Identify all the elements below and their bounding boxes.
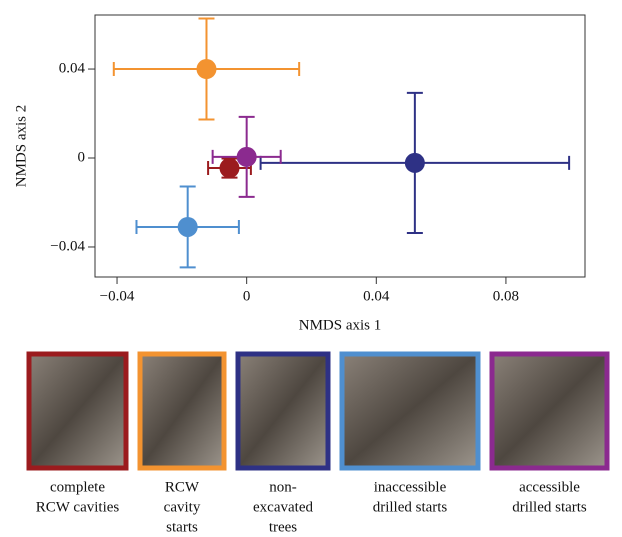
point (196, 59, 217, 80)
legend-photo (26, 351, 129, 471)
legend-label: cavity (164, 499, 201, 515)
legend-label: drilled starts (512, 499, 587, 515)
x-axis-label: NMDS axis 1 (299, 317, 382, 333)
legend-photo (235, 351, 331, 471)
x-tick-label: −0.04 (100, 288, 135, 304)
y-tick-label: 0.04 (59, 60, 86, 76)
legend-photo (137, 351, 227, 471)
y-tick-label: 0 (78, 149, 86, 165)
legend-label: RCW (165, 479, 200, 495)
plot-frame (94, 14, 586, 278)
point (236, 146, 257, 167)
point (219, 158, 240, 179)
legend-label: excavated (253, 499, 313, 515)
x-tick-label: 0.04 (363, 288, 390, 304)
legend-photo (489, 351, 610, 471)
legend-label: RCW cavities (36, 499, 120, 515)
point (177, 216, 198, 237)
legend-label: complete (50, 479, 105, 495)
y-tick-label: −0.04 (50, 238, 85, 254)
legend-label: drilled starts (373, 499, 448, 515)
y-axis-label: NMDS axis 2 (13, 105, 29, 188)
x-tick-label: 0 (243, 288, 251, 304)
legend-label: accessible (519, 479, 580, 495)
legend-label: trees (269, 519, 297, 535)
legend-label: starts (166, 519, 198, 535)
point (404, 152, 425, 173)
legend-label: inaccessible (374, 479, 447, 495)
legend-label: non- (269, 479, 297, 495)
x-tick-label: 0.08 (493, 288, 519, 304)
legend-photo (339, 351, 481, 471)
